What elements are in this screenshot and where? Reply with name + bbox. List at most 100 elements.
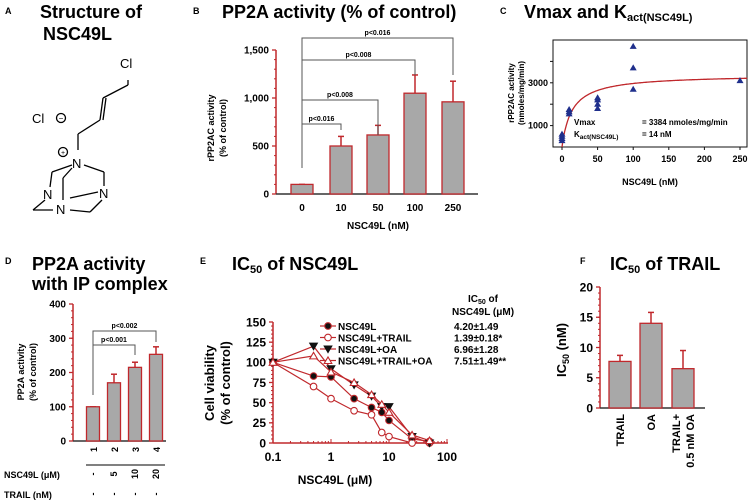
kact-label: Kact(NSC49L) xyxy=(574,130,618,141)
x-tick-label: TRAIL+ xyxy=(671,414,683,453)
panel-label-b: B xyxy=(193,6,200,16)
y-tick-label: 3000 xyxy=(528,78,548,88)
p-value-label: p<0.016 xyxy=(309,116,335,123)
y-tick-label: 125 xyxy=(246,335,266,349)
kact-sub: act(NSC49L) xyxy=(580,134,619,141)
x-tick-label: OA xyxy=(646,414,658,431)
structure-atoms: Cl Cl + − N N N N xyxy=(32,56,132,217)
x-tick-label: 2 xyxy=(110,447,120,452)
ic50-value: 4.20±1.49 xyxy=(454,322,499,333)
y-axis-label: (% of control) xyxy=(218,99,228,157)
marker-open-triangle-up xyxy=(308,351,319,360)
panel-f-title: IC50 of TRAIL xyxy=(610,254,721,276)
panel-d-title-line2: with IP complex xyxy=(32,274,168,294)
marker-open-triangle-up xyxy=(424,435,435,445)
legend-label: NSC49L+TRAIL xyxy=(338,334,412,345)
x-tick-label: 0 xyxy=(299,203,305,214)
y-axis-label: (% of control) xyxy=(218,341,233,425)
plus-charge-icon xyxy=(57,146,69,158)
bond xyxy=(49,171,53,188)
legend-label: NSC49L xyxy=(338,322,376,333)
legend-label: NSC49L+OA xyxy=(338,345,397,356)
bar-trail xyxy=(608,360,632,409)
atom-cl-ion: Cl xyxy=(32,111,44,126)
series-line xyxy=(272,361,430,444)
y-tick-label: 10 xyxy=(580,341,594,355)
data-point xyxy=(629,42,637,49)
x-tick-label: 3 xyxy=(131,447,141,452)
bond xyxy=(62,167,73,179)
panel-c-title: Vmax and Kact(NSC49L) xyxy=(524,2,693,24)
y-tick-label: 150 xyxy=(246,315,266,329)
y-tick-label: 200 xyxy=(49,368,66,379)
x-tick-label: 200 xyxy=(697,154,712,164)
minus-sign: − xyxy=(59,114,64,123)
y-axis-label: PP2A activity xyxy=(16,344,26,401)
bond xyxy=(69,209,91,213)
plus-sign: + xyxy=(61,150,65,157)
chart-b: 0 500 1,000 1,500 0 10 50 100 250 p<0.016 p<0.008 p… xyxy=(206,30,478,232)
marker-filled-triangle-down xyxy=(323,345,333,354)
x-tick-label: 0.5 nM OA xyxy=(685,414,697,468)
significance-bracket xyxy=(92,330,157,395)
bar-50 xyxy=(366,134,390,195)
ic50-header-sub: 50 xyxy=(478,299,486,306)
bar-100 xyxy=(403,92,427,195)
data-point xyxy=(594,94,602,101)
bond xyxy=(102,97,107,121)
atom-n: N xyxy=(72,156,81,171)
condition-value: 10 xyxy=(130,469,140,479)
x-tick-label: 50 xyxy=(372,203,384,214)
panel-e-title: IC50 of NSC49L xyxy=(232,254,358,276)
significance-bracket xyxy=(301,59,416,168)
minus-charge-icon xyxy=(55,112,67,124)
y-tick-label: 75 xyxy=(253,376,267,390)
x-axis-label: NSC49L (nM) xyxy=(622,177,678,187)
x-tick-label: 250 xyxy=(732,154,747,164)
condition-label: NSC49L (μM) xyxy=(4,470,60,480)
ic50-header-line2: NSC49L (μM) xyxy=(452,307,514,318)
chart-e: 0 25 50 75 100 125 150 0.1 1 10 100 NSC49L (μM) Cell… xyxy=(202,294,514,487)
y-tick-label: 0 xyxy=(60,437,66,448)
panel-f-title-sub: 50 xyxy=(628,264,641,276)
panel-c-title-sub: act(NSC49L) xyxy=(627,12,693,24)
x-tick-label: 250 xyxy=(445,203,462,214)
marker-filled-circle xyxy=(367,403,376,412)
x-axis-label: NSC49L (μM) xyxy=(298,473,372,487)
bar-2 xyxy=(106,382,122,442)
x-tick-label: 10 xyxy=(382,450,396,464)
y-axis-label-post: (nM) xyxy=(554,323,569,354)
atom-n: N xyxy=(43,187,52,202)
y-tick-label: 1,500 xyxy=(244,46,269,57)
y-tick-label: 1000 xyxy=(528,121,548,131)
y-tick-label: 1,000 xyxy=(244,94,269,105)
x-tick-label: 1 xyxy=(328,450,335,464)
bond xyxy=(102,84,129,99)
x-tick-label: 1 xyxy=(89,447,99,452)
bar-3 xyxy=(127,366,143,442)
y-axis-label: IC50 (nM) xyxy=(554,323,571,377)
marker-open-circle xyxy=(324,333,332,342)
bond xyxy=(32,199,46,211)
significance-bracket xyxy=(301,37,454,168)
condition-value: - xyxy=(88,493,98,496)
panel-f-title-post: of TRAIL xyxy=(640,254,721,274)
marker-open-circle xyxy=(385,432,393,441)
condition-value: - xyxy=(151,493,161,496)
marker-open-triangle-up xyxy=(384,407,394,416)
panel-e-title-sub: 50 xyxy=(250,264,263,276)
y-tick-label: 15 xyxy=(580,311,594,325)
ic50-header-post: of xyxy=(486,294,499,305)
marker-open-triangle-up xyxy=(268,357,278,366)
x-tick-label: 0 xyxy=(559,154,564,164)
y-axis-label-sub: 50 xyxy=(561,354,571,364)
x-tick-label: TRAIL xyxy=(615,414,627,447)
x-tick-label: 100 xyxy=(407,203,424,214)
bond xyxy=(83,164,105,173)
y-tick-label: 0 xyxy=(259,436,266,450)
x-tick-label: 100 xyxy=(437,450,457,464)
ic50-value: 6.96±1.28 xyxy=(454,345,499,356)
marker-open-circle xyxy=(309,382,318,391)
y-tick-label: 0 xyxy=(263,190,269,201)
y-tick-label: 100 xyxy=(49,402,66,413)
